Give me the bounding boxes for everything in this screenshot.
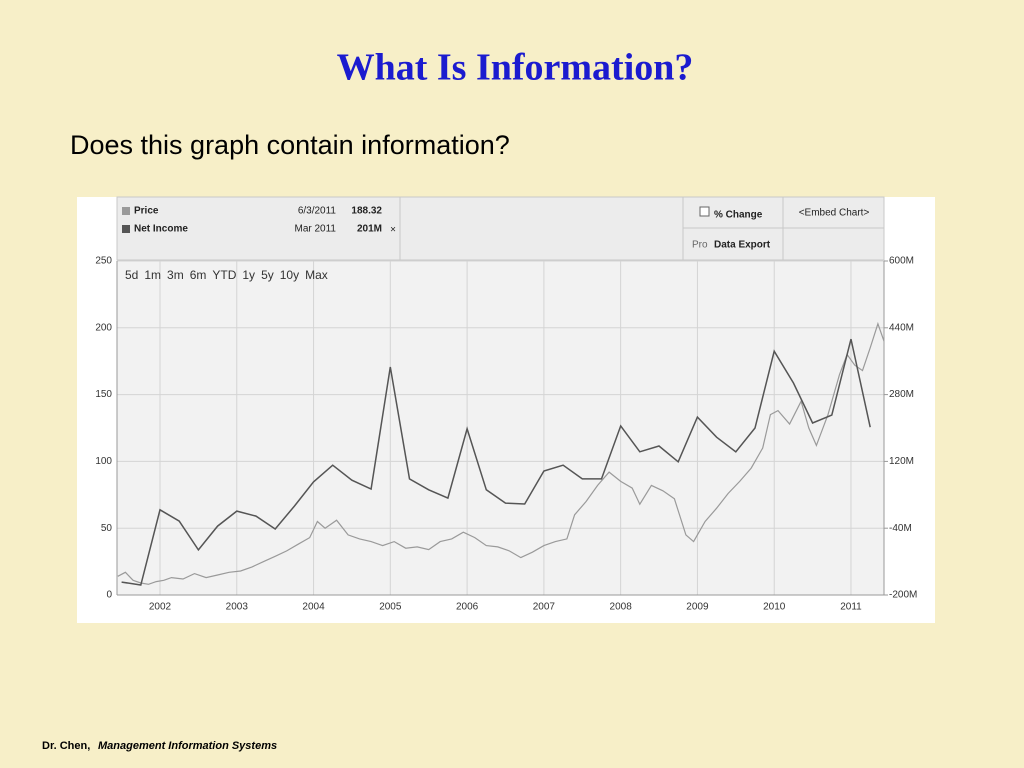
y2-tick-label: 600M: [889, 256, 914, 267]
legend-swatch: [122, 225, 130, 233]
y-tick-label: 0: [106, 590, 112, 601]
series-line: [117, 321, 885, 585]
footer-author: Dr. Chen,: [42, 740, 90, 752]
y-tick-label: 100: [95, 456, 112, 467]
footer-course: Management Information Systems: [98, 740, 277, 752]
x-tick-label: 2005: [379, 602, 402, 613]
x-tick-label: 2002: [149, 602, 172, 613]
y2-tick-label: -200M: [889, 590, 917, 601]
range-button[interactable]: 1y: [242, 268, 255, 282]
y2-tick-label: 440M: [889, 322, 914, 333]
y-tick-label: 150: [95, 389, 112, 400]
range-button[interactable]: 5y: [261, 268, 274, 282]
range-button[interactable]: Max: [305, 268, 328, 282]
range-button[interactable]: 1m: [144, 268, 161, 282]
pro-label[interactable]: Pro: [692, 240, 708, 251]
y-tick-label: 200: [95, 322, 112, 333]
series-line: [121, 338, 871, 586]
x-tick-label: 2006: [456, 602, 479, 613]
x-tick-label: 2008: [610, 602, 633, 613]
checkbox[interactable]: [699, 206, 710, 217]
x-tick-label: 2004: [302, 602, 325, 613]
percent-change[interactable]: % Change: [714, 210, 763, 221]
range-button[interactable]: YTD: [212, 268, 236, 282]
y2-tick-label: 120M: [889, 456, 914, 467]
x-tick-label: 2010: [763, 602, 786, 613]
x-tick-label: 2009: [686, 602, 709, 613]
plot-area: [117, 261, 884, 595]
slide-question: Does this graph contain information?: [70, 130, 510, 160]
slide-title: What Is Information?: [337, 47, 694, 89]
y-tick-label: 250: [95, 256, 112, 267]
legend-swatch: [122, 207, 130, 215]
legend-name: Net Income: [134, 224, 188, 235]
embed-chart[interactable]: <Embed Chart>: [799, 208, 870, 219]
range-button[interactable]: 3m: [167, 268, 184, 282]
range-button[interactable]: 5d: [125, 268, 138, 282]
close-button[interactable]: ×: [390, 225, 396, 236]
x-tick-label: 2003: [226, 602, 249, 613]
legend-name: Price: [134, 206, 159, 217]
y2-tick-label: -40M: [889, 523, 912, 534]
range-button[interactable]: 10y: [280, 268, 299, 282]
range-button[interactable]: 6m: [190, 268, 207, 282]
x-tick-label: 2007: [533, 602, 556, 613]
y2-tick-label: 280M: [889, 389, 914, 400]
last-value: 201M: [357, 224, 382, 235]
last-value: 188.32: [351, 206, 382, 217]
last-date: Mar 2011: [294, 224, 336, 235]
x-tick-label: 2011: [840, 602, 862, 613]
y-tick-label: 50: [101, 523, 113, 534]
data-export[interactable]: Data Export: [714, 240, 771, 251]
last-date: 6/3/2011: [298, 206, 337, 217]
